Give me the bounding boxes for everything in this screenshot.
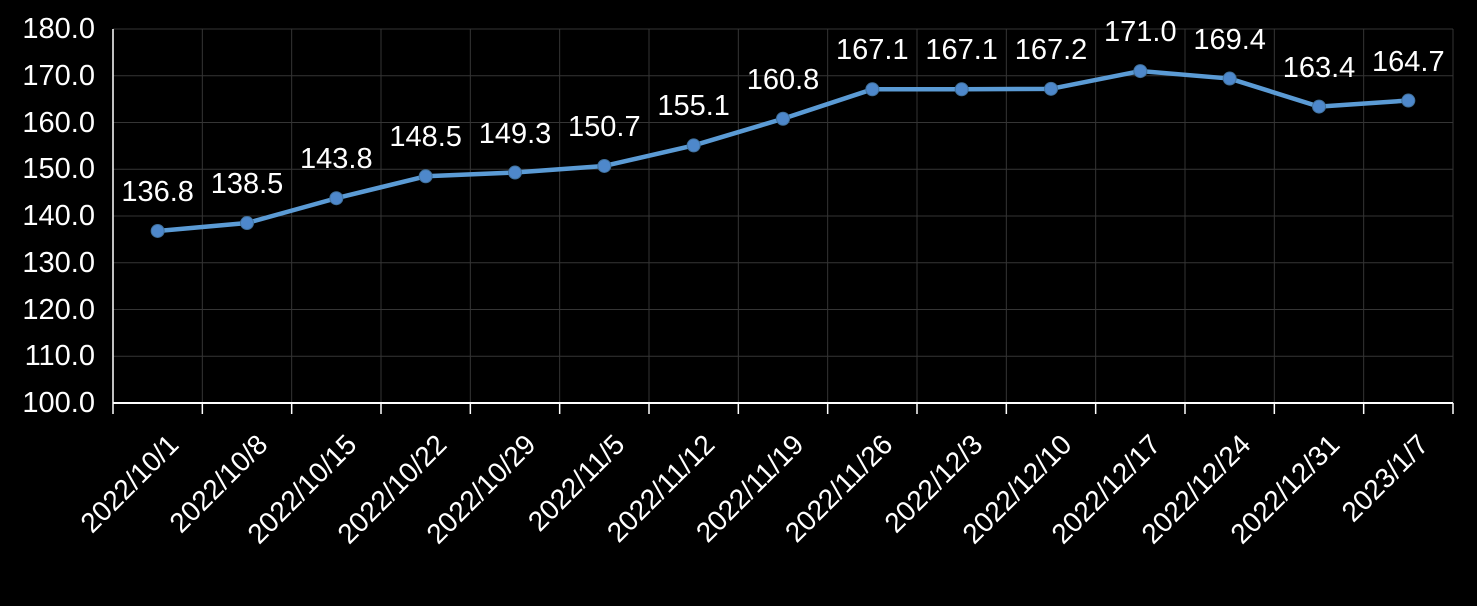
y-axis-tick-label: 160.0 — [22, 106, 95, 139]
data-label: 171.0 — [1104, 16, 1177, 49]
data-label: 138.5 — [210, 168, 284, 200]
data-label: 136.8 — [121, 175, 194, 208]
data-point-marker — [1044, 81, 1058, 96]
data-label: 163.4 — [1282, 51, 1356, 84]
data-label: 167.1 — [925, 34, 998, 67]
data-point-marker — [329, 191, 344, 206]
data-label: 143.8 — [300, 143, 373, 176]
data-point-marker — [240, 216, 254, 231]
data-point-marker — [776, 111, 790, 126]
data-label: 167.1 — [836, 34, 909, 67]
data-label: 169.4 — [1193, 23, 1266, 56]
y-axis-tick-label: 130.0 — [22, 246, 95, 279]
y-axis-tick-label: 140.0 — [22, 200, 95, 232]
data-point-marker — [597, 158, 612, 173]
data-point-marker — [150, 223, 165, 238]
plot-area — [112, 28, 1454, 414]
data-point-marker — [1222, 71, 1237, 86]
data-label: 148.5 — [389, 121, 462, 154]
data-label: 150.7 — [568, 110, 641, 143]
data-point-marker — [865, 82, 880, 97]
line-chart: 180.0 170.0 160.0 150.0 140.0 130.0 120.0 110.0… — [22, 13, 1454, 550]
y-axis-tick-label: 180.0 — [22, 13, 95, 45]
data-label: 167.2 — [1014, 33, 1088, 66]
data-point-marker — [954, 82, 969, 97]
y-axis-tick-label: 120.0 — [22, 293, 95, 326]
data-label: 149.3 — [478, 117, 552, 150]
y-axis-tick-label: 150.0 — [22, 153, 95, 186]
data-point-marker — [1312, 99, 1326, 114]
y-axis-tick-label: 100.0 — [22, 387, 95, 419]
data-point-marker — [686, 138, 701, 153]
y-axis-tick-label: 170.0 — [22, 59, 95, 92]
data-label: 164.7 — [1372, 45, 1445, 78]
data-point-marker — [418, 169, 433, 184]
data-point-marker — [1133, 64, 1148, 79]
data-point-marker — [508, 165, 522, 180]
data-label: 155.1 — [657, 90, 730, 123]
y-axis-tick-label: 110.0 — [24, 340, 95, 373]
data-point-marker — [1401, 93, 1416, 108]
data-label: 160.8 — [746, 63, 820, 96]
